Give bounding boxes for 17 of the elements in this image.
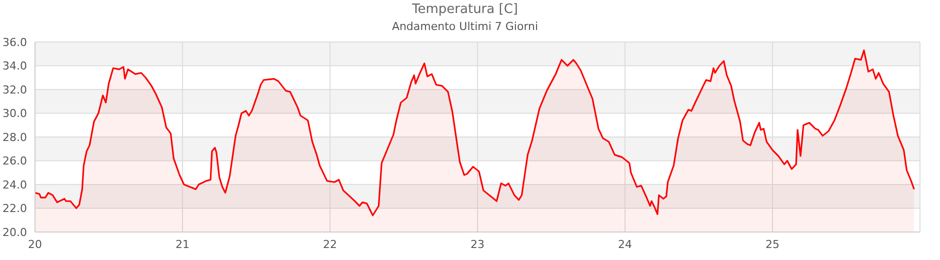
x-tick-label: 25	[766, 238, 780, 251]
x-tick-label: 21	[176, 238, 190, 251]
y-tick-label: 36.0	[2, 36, 27, 49]
x-tick-label: 23	[470, 238, 484, 251]
chart-title: Temperatura [C]	[411, 1, 519, 19]
y-tick-label: 26.0	[2, 154, 27, 168]
x-tick-label: 24	[618, 238, 632, 251]
chart-subtitle: Andamento Ultimi 7 Giorni	[390, 20, 540, 34]
y-tick-label: 24.0	[2, 178, 27, 192]
y-tick-label: 20.0	[2, 226, 27, 239]
y-tick-label: 32.0	[2, 83, 27, 96]
y-tick-label: 28.0	[2, 130, 27, 144]
x-tick-label: 20	[28, 238, 42, 251]
x-tick-label: 22	[323, 238, 337, 251]
y-tick-label: 30.0	[2, 107, 27, 120]
y-tick-label: 34.0	[2, 60, 27, 73]
y-tick-label: 22.0	[2, 202, 27, 216]
